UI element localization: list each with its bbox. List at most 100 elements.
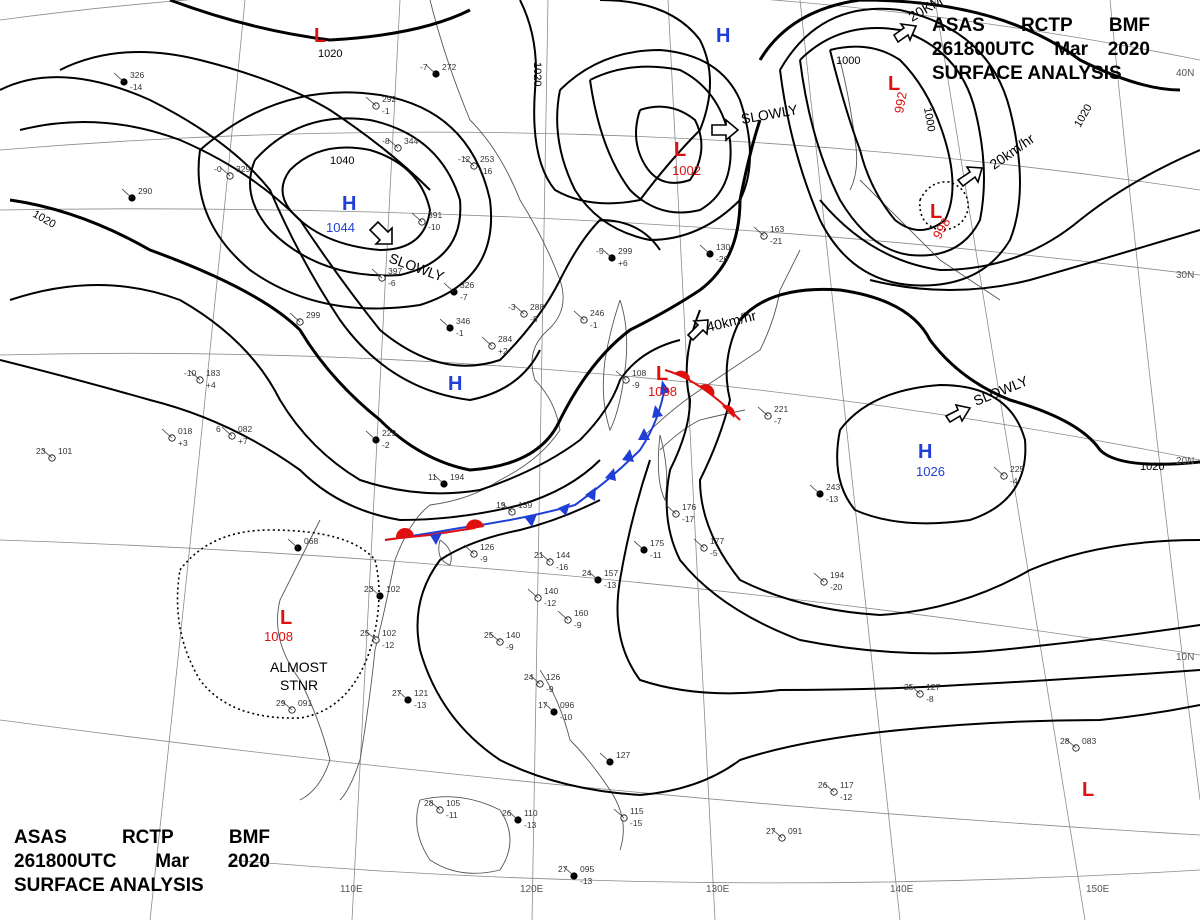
station-pressure: 284 [498, 334, 512, 344]
station-plot: 24 126 -9 [524, 672, 560, 694]
station-pressure: 229 [382, 428, 396, 438]
station-plot: -12 253 -16 [458, 154, 494, 176]
wind-barb [371, 268, 383, 279]
wind-barb [563, 866, 575, 877]
station-tendency: +7 [238, 436, 248, 446]
wind-barb [587, 570, 599, 581]
station-plot: 225-4 [993, 464, 1024, 486]
wind-barb [411, 212, 423, 223]
station-pressure: 175 [650, 538, 664, 548]
wind-barb [161, 428, 173, 439]
datetime-label: 261800UTC [932, 39, 1035, 60]
stationary-note: ALMOST STNR [270, 659, 328, 693]
isobar [869, 229, 1200, 291]
station-plot: -10 183 +4 [184, 368, 220, 390]
station-tendency: -4 [1010, 476, 1018, 486]
station-temperature: 24 [582, 568, 592, 578]
station-tendency: -13 [414, 700, 427, 710]
station-pressure: 121 [414, 688, 428, 698]
low-pressure-center: L [1082, 779, 1094, 801]
station-plot: 068 [287, 536, 318, 552]
station-pressure: 101 [58, 446, 72, 456]
isobar [779, 7, 1021, 287]
station-pressure: 160 [574, 608, 588, 618]
header-row-1: ASAS RCTP BMF [932, 14, 1150, 38]
low-pressure-value: 1002 [672, 163, 701, 178]
wind-barb [439, 318, 451, 329]
station-plot: 21 144 -16 [534, 550, 570, 572]
isobar [19, 121, 661, 367]
station-pressure: 108 [632, 368, 646, 378]
meridian-100e [149, 0, 246, 920]
wind-barb [443, 282, 455, 293]
header-row-2: 261800UTC Mar 2020 [932, 38, 1150, 62]
isobar [616, 459, 1200, 695]
station-plot: 176-17 [665, 502, 696, 524]
high-pressure-value: 1026 [916, 464, 945, 479]
wind-barb [425, 64, 437, 75]
station-tendency: -8 [926, 694, 934, 704]
station-plot: 397-6 [371, 266, 402, 288]
lon-label: 150E [1086, 884, 1110, 895]
dotted-contours [176, 181, 969, 719]
wind-barb [1065, 738, 1077, 749]
station-tendency: -11 [650, 550, 662, 560]
station-temperature: 23 [36, 446, 46, 456]
station-plot: 29 091 [276, 698, 312, 714]
station-tendency: -14 [130, 82, 143, 92]
station-tendency: -6 [388, 278, 396, 288]
station-plot: 26 110 -13 [502, 808, 538, 830]
station-pressure: 105 [446, 798, 460, 808]
station-temperature: 25 [904, 682, 914, 692]
station-plot: 28 105 -11 [424, 798, 460, 820]
station-temperature: 23 [364, 584, 374, 594]
station-pressure: 095 [580, 864, 594, 874]
product-label: SURFACE ANALYSIS [932, 63, 1122, 84]
wind-barb [613, 808, 625, 819]
station-plot: -7 272 [420, 62, 456, 78]
wind-barb [365, 630, 377, 641]
year-label: 2020 [227, 851, 270, 872]
coast-indochina [277, 519, 331, 801]
isobar [519, 0, 711, 205]
station-temperature: -8 [382, 136, 390, 146]
parallel-0 [0, 719, 1200, 836]
station-plot: 19 139 [496, 500, 532, 516]
wind-barb [823, 782, 835, 793]
high-pressure-center: H [918, 441, 932, 463]
station-pressure: 091 [788, 826, 802, 836]
wind-barb [539, 552, 551, 563]
station-tendency: -5 [710, 548, 718, 558]
station-temperature: 28 [424, 798, 434, 808]
station-plot: 284+2 [481, 334, 512, 356]
warm-front-semicircles [395, 370, 735, 538]
station-pressure: 096 [560, 700, 574, 710]
wind-barb [281, 700, 293, 711]
dotted-contour-1008 [176, 529, 380, 719]
station-plot: 130-26 [699, 242, 730, 264]
station-tendency: -9 [574, 620, 582, 630]
movement-arrow [944, 403, 972, 424]
station-pressure: 083 [1082, 736, 1096, 746]
wind-barb [365, 96, 377, 107]
station-plot: 290 [121, 186, 152, 202]
station-plot: 27 091 [766, 826, 802, 842]
station-pressure: 117 [840, 780, 854, 790]
header-row-3: SURFACE ANALYSIS [14, 874, 270, 898]
station-tendency: +2 [498, 346, 508, 356]
cold-front-triangles [430, 380, 670, 545]
station-pressure: 091 [298, 698, 312, 708]
wind-barb [481, 336, 493, 347]
wind-barb [757, 406, 769, 417]
wind-barb [909, 684, 921, 695]
year-label: 2020 [1107, 39, 1150, 60]
station-pressure: 329 [236, 164, 250, 174]
station-temperature: -0 [214, 164, 222, 174]
header-bottom: ASAS RCTP BMF 261800UTC Mar 2020 SURFACE… [14, 826, 270, 898]
station-pressure: 144 [556, 550, 570, 560]
station-tendency: -12 [544, 598, 557, 608]
station-pressure: 139 [518, 500, 532, 510]
lat-label: 30N [1176, 270, 1194, 281]
station-plot: 23 101 [36, 446, 72, 462]
wind-barb [699, 244, 711, 255]
